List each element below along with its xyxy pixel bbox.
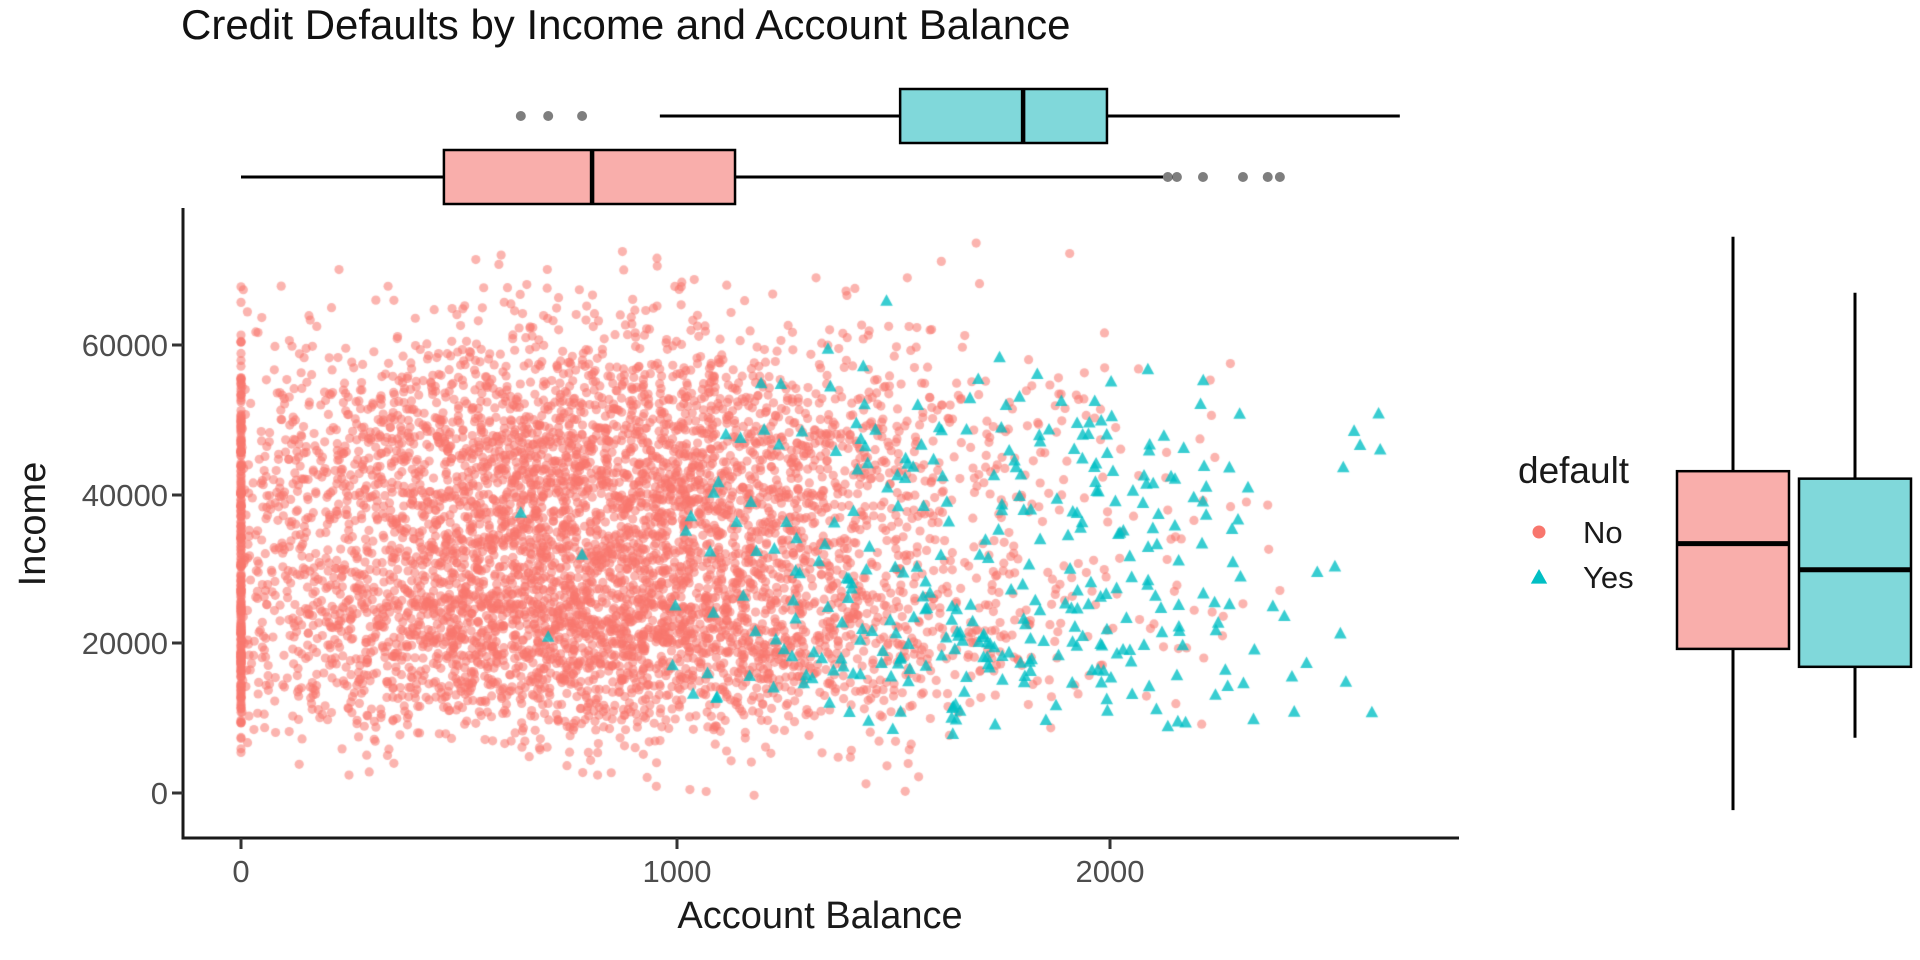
- right-marginal-boxplots: [1675, 236, 1913, 811]
- legend-markers: [1530, 525, 1548, 584]
- y-tick-0: 0: [150, 776, 168, 811]
- legend-yes-triangle-icon: [1530, 569, 1548, 584]
- y-tick-20000: 20000: [81, 626, 168, 661]
- axes: [172, 208, 1459, 849]
- chart-title: Credit Defaults by Income and Account Ba…: [181, 1, 1071, 48]
- legend-title: default: [1518, 450, 1630, 491]
- legend-no-circle-icon: [1532, 525, 1546, 539]
- top-marginal-boxplots: [241, 87, 1400, 206]
- x-axis-label: Account Balance: [677, 895, 963, 937]
- x-tick-2000: 2000: [1075, 854, 1145, 889]
- y-axis-label: Income: [12, 461, 54, 587]
- y-tick-60000: 60000: [81, 328, 168, 363]
- legend-label-yes: Yes: [1583, 560, 1634, 595]
- x-tick-0: 0: [232, 854, 250, 889]
- x-tick-1000: 1000: [642, 854, 712, 889]
- y-tick-40000: 40000: [81, 478, 168, 513]
- legend-label-no: No: [1583, 515, 1623, 550]
